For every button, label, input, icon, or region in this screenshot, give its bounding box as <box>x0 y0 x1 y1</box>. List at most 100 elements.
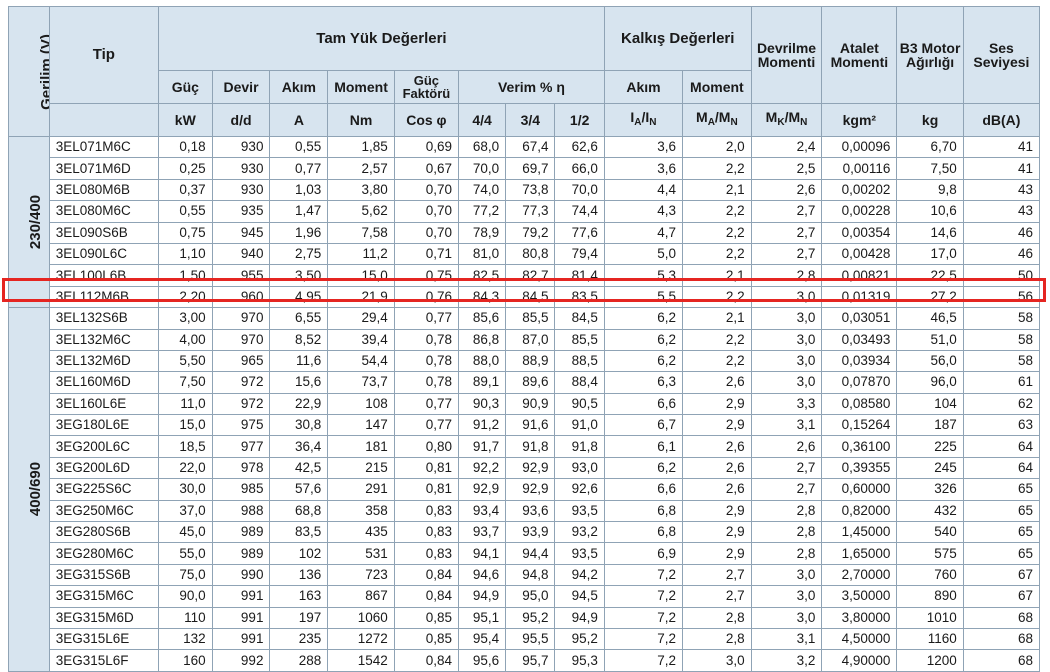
value-cell: 0,03051 <box>821 307 898 330</box>
value-cell: 2,9 <box>682 499 752 523</box>
table-row: 3EG280S6B 45,0 989 83,5 435 0,83 93,7 93,9 93,2 6… <box>9 521 1041 544</box>
value-cell: 95,2 <box>554 627 605 651</box>
value-cell: 2,9 <box>682 521 752 544</box>
value-cell: 3,1 <box>750 414 823 437</box>
table-row: 3EL071M6D 0,25 930 0,77 2,57 0,67 70,0 69,7 66,0… <box>9 157 1041 180</box>
value-cell: 93,4 <box>458 499 507 523</box>
value-cell: 3,80 <box>327 178 395 202</box>
value-cell: 95,2 <box>505 606 556 629</box>
value-cell: 69,7 <box>505 157 556 180</box>
value-cell: 3,3 <box>750 392 823 416</box>
value-cell: 4,90000 <box>821 649 898 672</box>
value-cell: 1542 <box>327 649 395 672</box>
value-cell: 0,85 <box>393 627 460 651</box>
motor-type-cell: 3EG280S6B <box>48 521 160 544</box>
table-row: 3EG250M6C 37,0 988 68,8 358 0,83 93,4 93,6 93,5 6… <box>9 499 1041 523</box>
value-cell: 3,0 <box>682 649 752 672</box>
value-cell: 58 <box>962 307 1041 330</box>
value-cell: 935 <box>211 200 271 223</box>
motor-type-cell: 3EG200L6C <box>48 435 160 458</box>
value-cell: 0,80 <box>393 435 460 458</box>
value-cell: 90,0 <box>158 585 213 608</box>
value-cell: 163 <box>269 585 329 608</box>
value-cell: 2,7 <box>750 456 823 480</box>
value-cell: 7,2 <box>603 627 684 651</box>
value-cell: 0,36100 <box>821 435 898 458</box>
motor-type-cell: 3EG315S6B <box>48 563 160 587</box>
value-cell: 108 <box>327 392 395 416</box>
value-cell: 85,5 <box>505 307 556 330</box>
value-cell: 82,7 <box>505 264 556 287</box>
value-cell: 0,71 <box>393 242 460 266</box>
value-cell: 1272 <box>327 627 395 651</box>
value-cell: 62 <box>962 392 1041 416</box>
value-cell: 68,8 <box>269 499 329 523</box>
value-cell: 30,8 <box>269 414 329 437</box>
value-cell: 104 <box>896 392 964 416</box>
table-body: 230/400 3EL071M6C 0,18 930 0,55 1,85 0,69 68,0 6… <box>8 135 1041 672</box>
breakdown-moment-header: Devrilme Momenti <box>750 6 823 104</box>
table-row: 3EG200L6C 18,5 977 36,4 181 0,80 91,7 91,8 91,8 6… <box>9 435 1041 458</box>
value-cell: 8,52 <box>269 328 329 351</box>
unit-cos-phi: Cos φ <box>393 103 460 137</box>
value-cell: 30,0 <box>158 478 213 501</box>
motor-type-cell: 3EG225S6C <box>48 478 160 501</box>
value-cell: 66,0 <box>554 157 605 180</box>
table-row: 3EL090S6B 0,75 945 1,96 7,58 0,70 78,9 79,2 77,6… <box>9 221 1041 244</box>
value-cell: 91,2 <box>458 414 507 437</box>
value-cell: 93,6 <box>505 499 556 523</box>
start-moment-header: Moment <box>682 70 752 104</box>
table-row: 3EG315L6E 132 991 235 1272 0,85 95,4 95,5 95,2 7,… <box>9 627 1041 651</box>
value-cell: 95,7 <box>505 649 556 672</box>
value-cell: 7,2 <box>603 606 684 629</box>
value-cell: 94,8 <box>505 563 556 587</box>
value-cell: 3,00 <box>158 307 213 330</box>
value-cell: 2,7 <box>750 200 823 223</box>
value-cell: 291 <box>327 478 395 501</box>
table-row: 3EL160M6D 7,50 972 15,6 73,7 0,78 89,1 89,6 88,4… <box>9 371 1041 394</box>
value-cell: 6,70 <box>896 135 964 159</box>
value-cell: 2,8 <box>750 264 823 287</box>
value-cell: 5,0 <box>603 242 684 266</box>
motor-type-cell: 3EL090S6B <box>48 221 160 244</box>
value-cell: 2,1 <box>682 178 752 202</box>
value-cell: 90,9 <box>505 392 556 416</box>
value-cell: 41 <box>962 135 1041 159</box>
value-cell: 3,0 <box>750 328 823 351</box>
table-row: 3EL080M6B 0,37 930 1,03 3,80 0,70 74,0 73,8 70,0… <box>9 178 1041 202</box>
value-cell: 0,00354 <box>821 221 898 244</box>
value-cell: 3,2 <box>750 649 823 672</box>
value-cell: 93,7 <box>458 521 507 544</box>
value-cell: 3,50000 <box>821 585 898 608</box>
table-row: 3EG315M6C 90,0 991 163 867 0,84 94,9 95,0 94,5 7,… <box>9 585 1041 608</box>
value-cell: 2,9 <box>682 542 752 565</box>
power-header: Güç <box>158 70 213 104</box>
table-header: Gerilim (V) Tip Tam Yük Değerleri Kalkış… <box>8 6 1041 137</box>
value-cell: 0,83 <box>393 521 460 544</box>
value-cell: 95,6 <box>458 649 507 672</box>
value-cell: 85,6 <box>458 307 507 330</box>
value-cell: 3,6 <box>603 157 684 180</box>
value-cell: 46 <box>962 242 1041 266</box>
value-cell: 84,3 <box>458 285 507 309</box>
value-cell: 73,8 <box>505 178 556 202</box>
value-cell: 6,7 <box>603 414 684 437</box>
value-cell: 160 <box>158 649 213 672</box>
value-cell: 0,18 <box>158 135 213 159</box>
value-cell: 83,5 <box>554 285 605 309</box>
value-cell: 6,2 <box>603 307 684 330</box>
value-cell: 43 <box>962 178 1041 202</box>
value-cell: 55,0 <box>158 542 213 565</box>
value-cell: 2,1 <box>682 264 752 287</box>
value-cell: 3,80000 <box>821 606 898 629</box>
motor-type-cell: 3EG315L6F <box>48 649 160 672</box>
value-cell: 94,4 <box>505 542 556 565</box>
motor-type-cell: 3EL080M6B <box>48 178 160 202</box>
value-cell: 0,83 <box>393 499 460 523</box>
value-cell: 235 <box>269 627 329 651</box>
value-cell: 110 <box>158 606 213 629</box>
value-cell: 4,00 <box>158 328 213 351</box>
value-cell: 2,8 <box>750 521 823 544</box>
value-cell: 2,8 <box>682 606 752 629</box>
value-cell: 991 <box>211 606 271 629</box>
